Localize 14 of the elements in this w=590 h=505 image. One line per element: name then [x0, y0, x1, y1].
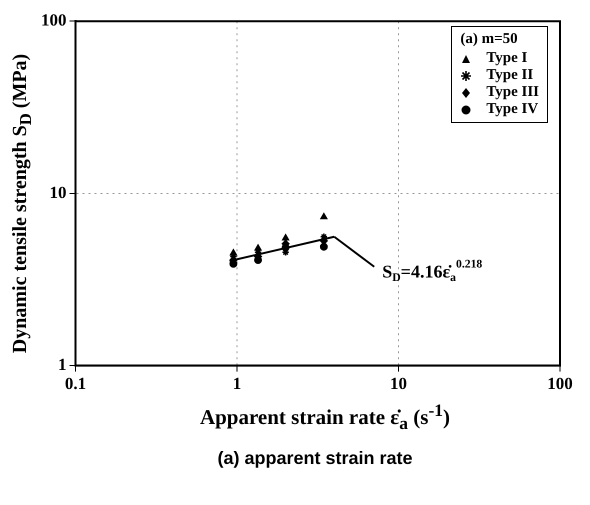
y-tick-label: 100 — [41, 10, 66, 30]
x-tick-label: 100 — [547, 374, 573, 394]
x-tick-label: 0.1 — [64, 374, 86, 394]
legend-label: Type IV — [485, 101, 539, 118]
x-tick-label: 10 — [390, 374, 407, 394]
legend-label: Type III — [485, 84, 539, 101]
legend-label: Type II — [485, 67, 534, 84]
x-axis-title: Apparent strain rate ε̇$_{a}$ (s$^{-1}$) — [198, 400, 452, 434]
y-tick-label: 1 — [58, 354, 66, 374]
text: (a) apparent strain rate — [216, 448, 414, 470]
y-tick-label: 10 — [50, 182, 66, 202]
legend-title: (a) m=50 — [460, 31, 519, 48]
legend-label: Type I — [485, 50, 528, 67]
x-tick-label: 1 — [232, 374, 242, 394]
